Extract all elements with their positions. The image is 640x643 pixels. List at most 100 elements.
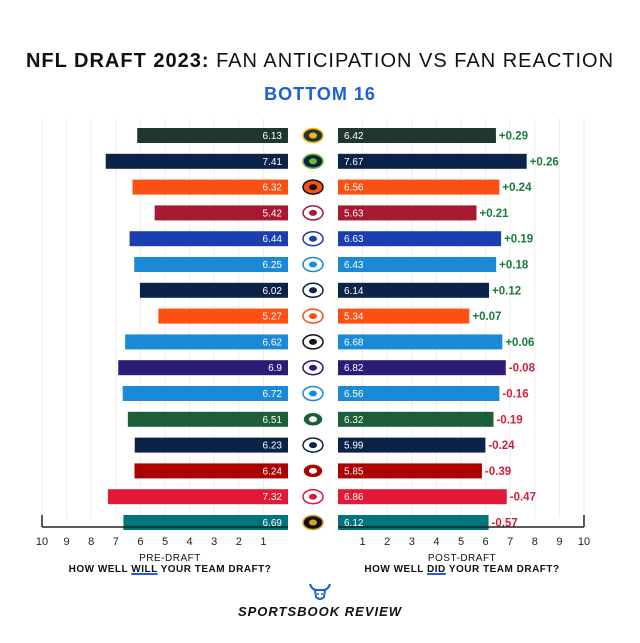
- tick-left-1: 1: [260, 536, 266, 548]
- chargers-logo-icon: [302, 256, 324, 273]
- bar-pre-cowboys: [134, 437, 288, 453]
- pre-draft-label: PRE-DRAFT: [139, 553, 201, 564]
- delta-bengals: +0.24: [502, 182, 532, 194]
- falcons-logo-icon: [302, 205, 324, 221]
- label-post-cowboys: 5.99: [344, 441, 364, 452]
- bar-pre-jets: [127, 411, 288, 427]
- lions-logo-icon-mark: [309, 390, 317, 397]
- jaguars-logo-icon: [302, 514, 324, 531]
- bar-pre-chargers: [134, 257, 288, 272]
- label-pre-seahawks: 7.41: [263, 157, 283, 168]
- bar-pre-bills: [129, 231, 288, 247]
- post-draft-caption: POST-DRAFT HOW WELL DID YOUR TEAM DRAFT?: [352, 553, 572, 575]
- label-post-chiefs: 6.86: [344, 492, 364, 503]
- pre-q-emphasis: WILL: [131, 564, 158, 575]
- bar-pre-ravens: [118, 360, 288, 376]
- ravens-logo-icon: [302, 359, 324, 376]
- bar-post-jets: [338, 411, 494, 427]
- tick-right-1: 1: [360, 536, 366, 548]
- chiefs-logo-icon-mark: [309, 493, 317, 500]
- tick-left-10: 10: [36, 536, 48, 548]
- bar-post-ravens: [338, 360, 506, 376]
- label-pre-49ers: 6.24: [263, 466, 283, 477]
- label-post-broncos: 5.34: [344, 312, 364, 323]
- tick-left-8: 8: [88, 536, 94, 548]
- post-draft-label: POST-DRAFT: [427, 553, 497, 564]
- 49ers-logo-icon-mark: [309, 467, 317, 474]
- tick-right-10: 10: [578, 536, 590, 548]
- bar-post-lions: [338, 386, 500, 401]
- patriots-logo-icon: [302, 282, 324, 299]
- bar-pre-falcons: [154, 205, 288, 221]
- bar-pre-bengals: [132, 179, 288, 195]
- jaguars-logo-icon-mark: [309, 519, 317, 526]
- title-bold: NFL DRAFT 2023:: [25, 50, 210, 72]
- label-pre-jets: 6.51: [263, 415, 283, 426]
- delta-bills: +0.19: [504, 234, 533, 246]
- label-post-bills: 6.63: [344, 234, 364, 245]
- post-q-a: HOW WELL: [364, 564, 428, 575]
- tick-left-6: 6: [137, 536, 143, 548]
- bar-post-packers: [338, 128, 496, 143]
- panthers-logo-icon-mark: [309, 338, 317, 345]
- label-pre-bengals: 6.32: [263, 183, 283, 194]
- label-pre-ravens: 6.9: [268, 363, 282, 374]
- lions-logo-icon: [302, 385, 324, 402]
- label-post-chargers: 6.43: [344, 260, 364, 271]
- label-post-bengals: 6.56: [344, 183, 364, 194]
- tick-right-7: 7: [507, 536, 513, 548]
- broncos-logo-icon-mark: [309, 313, 317, 320]
- label-post-jets: 6.32: [344, 415, 364, 426]
- label-post-falcons: 5.63: [344, 208, 364, 219]
- bar-pre-panthers: [125, 334, 288, 350]
- pre-draft-caption: PRE-DRAFT HOW WELL WILL YOUR TEAM DRAFT?: [60, 553, 280, 575]
- bar-post-chiefs: [338, 489, 507, 505]
- page-subtitle: BOTTOM 16: [264, 84, 376, 104]
- label-post-ravens: 6.82: [344, 363, 364, 374]
- bengals-logo-icon: [302, 179, 324, 195]
- label-pre-jaguars: 6.69: [263, 518, 283, 529]
- seahawks-logo-icon: [302, 153, 324, 170]
- chiefs-logo-icon: [302, 488, 324, 505]
- bar-pre-chiefs: [107, 489, 288, 505]
- tick-right-9: 9: [556, 536, 562, 548]
- label-post-panthers: 6.68: [344, 337, 364, 348]
- cowboys-logo-icon: [302, 437, 324, 453]
- label-post-49ers: 5.85: [344, 466, 364, 477]
- bar-post-chargers: [338, 257, 497, 272]
- label-post-patriots: 6.14: [344, 286, 364, 297]
- tick-left-9: 9: [64, 536, 70, 548]
- broncos-logo-icon: [302, 308, 324, 324]
- jets-logo-icon: [302, 411, 324, 428]
- label-post-packers: 6.42: [344, 131, 364, 142]
- bar-post-patriots: [338, 282, 490, 298]
- tick-left-2: 2: [236, 536, 242, 548]
- label-post-lions: 6.56: [344, 389, 364, 400]
- label-pre-broncos: 5.27: [263, 312, 283, 323]
- delta-cowboys: -0.24: [488, 440, 515, 452]
- delta-broncos: +0.07: [472, 311, 501, 323]
- tick-left-7: 7: [113, 536, 119, 548]
- delta-jets: -0.19: [496, 414, 522, 426]
- pre-draft-question: HOW WELL WILL YOUR TEAM DRAFT?: [60, 564, 280, 575]
- label-pre-falcons: 5.42: [263, 208, 283, 219]
- panthers-logo-icon: [302, 334, 324, 350]
- bar-post-seahawks: [338, 153, 527, 169]
- bar-post-bengals: [338, 179, 500, 195]
- delta-patriots: +0.12: [492, 285, 521, 297]
- packers-logo-icon-mark: [309, 132, 317, 139]
- tick-left-3: 3: [211, 536, 217, 548]
- title-rest: FAN ANTICIPATION VS FAN REACTION: [216, 50, 615, 72]
- label-pre-packers: 6.13: [263, 131, 283, 142]
- delta-49ers: -0.39: [485, 466, 511, 478]
- tick-left-4: 4: [187, 536, 193, 548]
- delta-panthers: +0.06: [505, 337, 534, 349]
- bar-pre-broncos: [158, 308, 288, 324]
- page-title: NFL DRAFT 2023: FAN ANTICIPATION VS FAN …: [0, 50, 640, 73]
- label-pre-patriots: 6.02: [263, 286, 283, 297]
- tick-right-3: 3: [409, 536, 415, 548]
- label-post-jaguars: 6.12: [344, 518, 364, 529]
- seahawks-logo-icon-mark: [309, 158, 317, 165]
- ravens-logo-icon-mark: [309, 364, 317, 371]
